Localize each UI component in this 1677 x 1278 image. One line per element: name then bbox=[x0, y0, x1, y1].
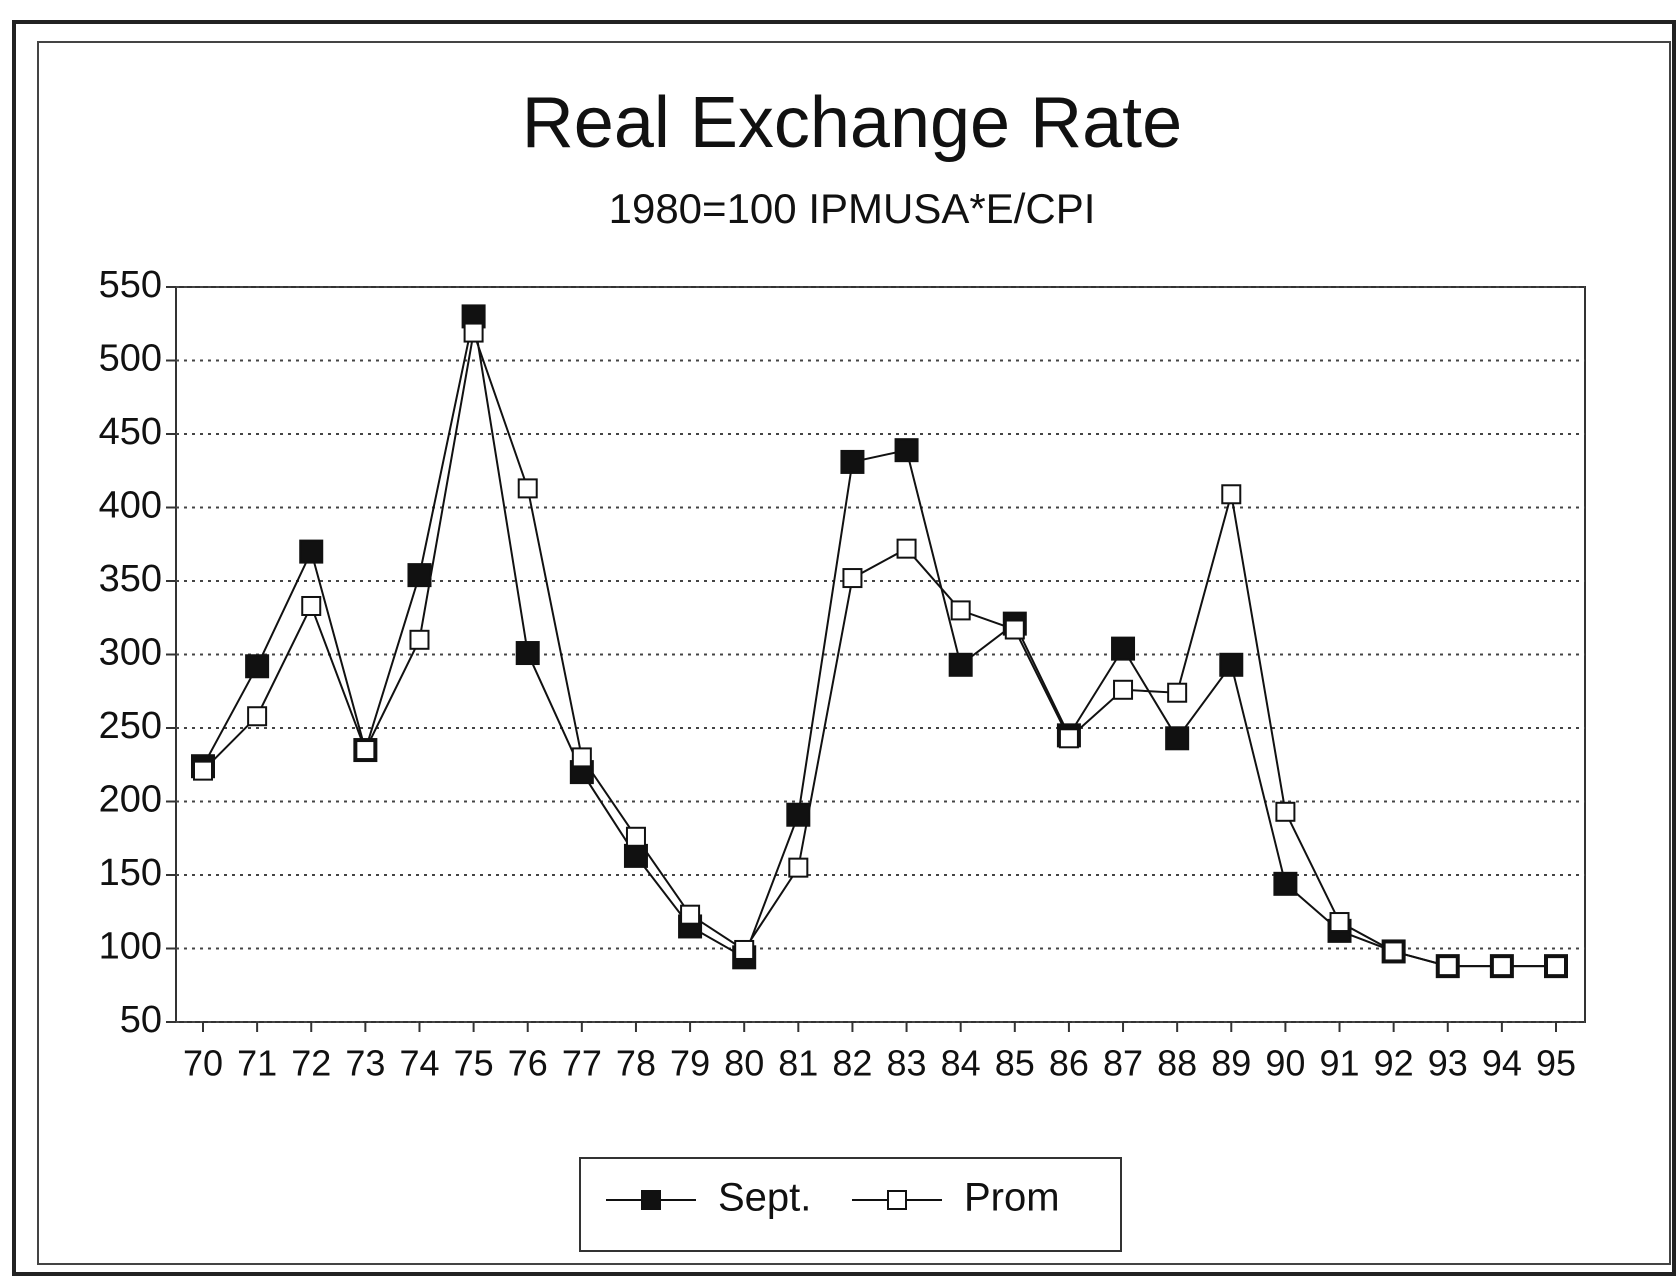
x-tick-label: 87 bbox=[1103, 1043, 1143, 1084]
x-tick-label: 80 bbox=[724, 1043, 764, 1084]
marker bbox=[193, 760, 213, 781]
x-tick-label: 78 bbox=[616, 1043, 656, 1084]
marker bbox=[948, 652, 973, 677]
marker bbox=[1167, 682, 1188, 703]
marker bbox=[1437, 956, 1458, 977]
marker bbox=[407, 563, 432, 588]
x-tick-label: 93 bbox=[1428, 1043, 1468, 1084]
chart-title: Real Exchange Rate bbox=[522, 83, 1182, 163]
marker bbox=[517, 478, 538, 499]
x-tick-label: 90 bbox=[1265, 1043, 1305, 1084]
y-tick-label: 550 bbox=[99, 264, 162, 306]
marker bbox=[463, 322, 484, 343]
x-tick-label: 83 bbox=[887, 1043, 927, 1084]
marker bbox=[1546, 956, 1566, 977]
marker bbox=[842, 568, 863, 589]
y-tick-label: 50 bbox=[120, 999, 162, 1041]
marker bbox=[1219, 652, 1244, 677]
marker bbox=[625, 826, 646, 847]
marker bbox=[571, 747, 592, 768]
x-tick-label: 75 bbox=[454, 1043, 494, 1084]
legend-label: Sept. bbox=[718, 1176, 811, 1220]
x-tick-label: 95 bbox=[1536, 1043, 1576, 1084]
x-tick-label: 94 bbox=[1482, 1043, 1522, 1084]
marker bbox=[1058, 728, 1079, 749]
marker bbox=[623, 843, 648, 868]
marker bbox=[680, 904, 701, 925]
x-tick-label: 76 bbox=[508, 1043, 548, 1084]
marker bbox=[1275, 801, 1296, 822]
marker bbox=[1111, 636, 1136, 661]
x-tick-label: 72 bbox=[291, 1043, 331, 1084]
marker bbox=[1113, 679, 1134, 700]
x-tick-label: 86 bbox=[1049, 1043, 1089, 1084]
marker bbox=[1329, 912, 1350, 933]
chart-subtitle: 1980=100 IPMUSA*E/CPI bbox=[609, 185, 1096, 232]
x-tick-label: 84 bbox=[941, 1043, 981, 1084]
marker bbox=[355, 740, 376, 761]
y-tick-label: 350 bbox=[99, 558, 162, 600]
x-tick-label: 88 bbox=[1157, 1043, 1197, 1084]
x-tick-label: 77 bbox=[562, 1043, 602, 1084]
marker bbox=[1383, 941, 1404, 962]
marker bbox=[894, 438, 919, 463]
outer-frame bbox=[12, 20, 1676, 1276]
y-tick-label: 450 bbox=[99, 411, 162, 453]
y-tick-label: 300 bbox=[99, 632, 162, 674]
legend-marker bbox=[887, 1190, 907, 1210]
marker bbox=[1221, 484, 1242, 505]
marker bbox=[409, 629, 430, 650]
marker bbox=[734, 939, 755, 960]
x-tick-label: 91 bbox=[1319, 1043, 1359, 1084]
y-tick-label: 150 bbox=[99, 852, 162, 894]
y-tick-label: 400 bbox=[99, 485, 162, 527]
marker bbox=[788, 857, 809, 878]
x-tick-label: 74 bbox=[399, 1043, 439, 1084]
series-line bbox=[202, 316, 1556, 968]
legend-label: Prom bbox=[964, 1176, 1060, 1220]
x-tick-label: 81 bbox=[778, 1043, 818, 1084]
x-tick-label: 85 bbox=[995, 1043, 1035, 1084]
marker bbox=[1004, 619, 1025, 640]
marker bbox=[515, 641, 540, 666]
y-tick-label: 250 bbox=[99, 705, 162, 747]
x-tick-label: 70 bbox=[183, 1043, 223, 1084]
series-line bbox=[202, 328, 1556, 968]
x-tick-label: 82 bbox=[832, 1043, 872, 1084]
marker bbox=[1491, 956, 1512, 977]
marker bbox=[896, 538, 917, 559]
legend-marker bbox=[641, 1190, 661, 1210]
inner-frame bbox=[37, 41, 1671, 1265]
y-tick-label: 200 bbox=[99, 779, 162, 821]
x-tick-label: 71 bbox=[237, 1043, 277, 1084]
marker bbox=[301, 595, 322, 616]
marker bbox=[299, 539, 324, 564]
marker bbox=[840, 449, 865, 474]
y-tick-label: 100 bbox=[99, 926, 162, 968]
marker bbox=[1165, 726, 1190, 751]
x-tick-label: 92 bbox=[1374, 1043, 1414, 1084]
legend-box bbox=[579, 1157, 1122, 1252]
x-tick-label: 79 bbox=[670, 1043, 710, 1084]
x-tick-label: 73 bbox=[345, 1043, 385, 1084]
marker bbox=[247, 706, 268, 727]
marker bbox=[786, 802, 811, 827]
marker bbox=[950, 600, 971, 621]
marker bbox=[1273, 871, 1298, 896]
y-tick-label: 500 bbox=[99, 338, 162, 380]
marker bbox=[245, 654, 270, 679]
x-tick-label: 89 bbox=[1211, 1043, 1251, 1084]
